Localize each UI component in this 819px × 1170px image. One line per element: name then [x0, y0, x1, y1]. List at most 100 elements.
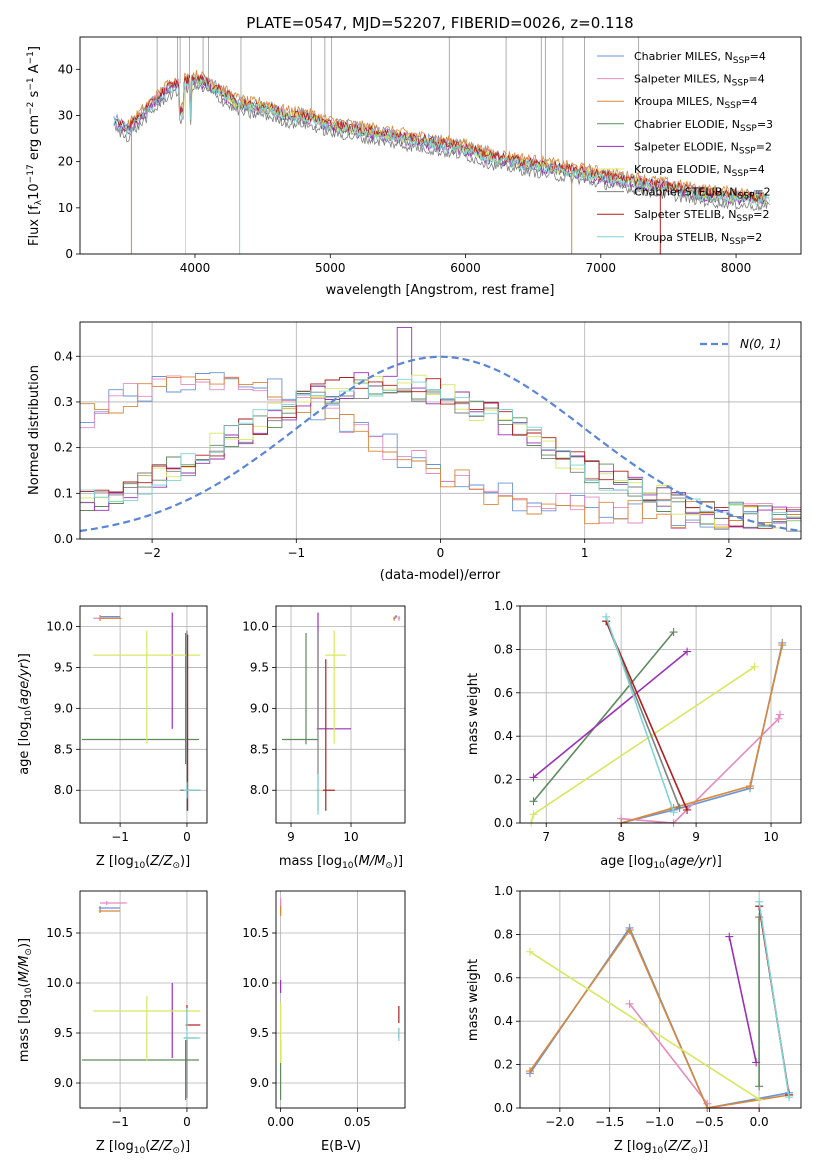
- z-weight-ytick-label: 0.4: [494, 1014, 513, 1028]
- z-mass-x-axis-label-part: Z/Z: [149, 1139, 173, 1154]
- z-mass-x-axis-label-part: 10: [134, 1146, 146, 1156]
- residuals-ytick-label: 0.0: [54, 532, 73, 546]
- z-age-y-axis-label-part: )]: [17, 653, 32, 663]
- spectrum-y-axis-label-part: Flux [f: [27, 205, 42, 246]
- z-weight-series-line: [758, 901, 790, 1098]
- spectrum-ytick-label: 20: [58, 155, 73, 169]
- z-weight-point-marker: [725, 932, 734, 941]
- residuals-xtick-label: 0: [437, 546, 445, 560]
- z-age-y-axis-label: age [log10(age/yr)]: [17, 653, 34, 775]
- z-weight-xtick-label: 0.0: [750, 1115, 769, 1129]
- age-weight-point-marker: [529, 773, 538, 782]
- z-age-point: [99, 616, 122, 621]
- spectrum-legend-label-part: SSP: [724, 101, 741, 111]
- z-age-ytick-label: 10.0: [46, 619, 73, 633]
- mass-age-x-axis-label: mass [log10(M/M⊙)]: [279, 854, 403, 871]
- z-mass-y-axis-label-part: M/M: [17, 956, 32, 983]
- residuals-legend-label-part: N(0, 1): [740, 337, 781, 351]
- spectrum-ytick-label: 30: [58, 108, 73, 122]
- spectrum-y-axis-label-part: 10: [27, 183, 42, 200]
- age-weight-point-marker: [669, 808, 678, 817]
- age-weight-point-marker: [774, 714, 783, 723]
- z-age-xtick-label: −1: [111, 830, 129, 844]
- z-mass-x-axis-label-part: Z [log: [96, 1139, 134, 1154]
- age-weight-point-marker: [683, 805, 692, 814]
- z-mass-x-axis-label: Z [log10(Z/Z⊙)]: [96, 1139, 190, 1156]
- z-age-y-axis-label-part: 10: [24, 710, 34, 722]
- residuals-ytick-label: 0.2: [54, 441, 73, 455]
- spectrum-y-axis-label-part: −1: [26, 77, 36, 90]
- spectrum-legend-label: Chabrier STELIB, NSSP=2: [634, 186, 771, 202]
- spectrum-xtick-label: 5000: [315, 261, 346, 275]
- z-age-x-axis-label-part: )]: [180, 854, 190, 869]
- mass-age-point: [322, 659, 335, 811]
- mass-age-point: [393, 616, 396, 621]
- z-weight-ytick-label: 1.0: [494, 884, 513, 898]
- z-mass-x-axis-label-part: (: [145, 1139, 150, 1154]
- z-age-x-axis-label-part: (: [145, 854, 150, 869]
- spectrum-legend-label: Kroupa MILES, NSSP=4: [634, 95, 758, 111]
- mass-age-frame: [275, 605, 406, 824]
- spectrum-legend-label: Kroupa ELODIE, NSSP=4: [634, 163, 765, 179]
- age-weight-series-line: [532, 650, 688, 779]
- z-mass-y-axis-label-part: )]: [17, 938, 32, 948]
- z-weight-frame: [519, 890, 802, 1109]
- spectrum-y-axis-label-part: −1: [26, 51, 36, 64]
- spectrum-legend-label-part: SSP: [738, 192, 755, 202]
- age-weight-point-marker: [529, 810, 538, 819]
- spectrum-xtick-label: 6000: [450, 261, 481, 275]
- z-mass-point: [185, 1005, 201, 1030]
- z-weight-xtick-label: −2.0: [545, 1115, 574, 1129]
- residuals-histogram-step: [80, 376, 801, 529]
- age-weight-point-marker: [776, 710, 785, 719]
- z-weight-point-marker: [755, 1095, 764, 1104]
- spectrum-legend-label: Salpeter MILES, NSSP=4: [634, 73, 765, 89]
- age-weight-ytick-label: 0.2: [494, 773, 513, 787]
- z-mass-y-axis-label-part: ⊙: [24, 948, 34, 956]
- residuals-ytick-label: 0.3: [54, 395, 73, 409]
- z-mass-point: [98, 906, 121, 910]
- z-age-frame: [79, 605, 208, 824]
- z-mass-point: [93, 996, 201, 1061]
- z-age-x-axis-label-part: Z [log: [96, 854, 134, 869]
- z-weight-y-axis-label-part: mass weight: [466, 959, 481, 1041]
- z-mass-y-axis-label: mass [log10(M/M⊙)]: [17, 938, 34, 1062]
- z-mass-x-axis-label-part: ⊙: [172, 1146, 180, 1156]
- mass-age-point: [325, 630, 347, 744]
- age-weight-group: [520, 605, 801, 824]
- age-weight-xtick-label: 9: [692, 830, 700, 844]
- mass-age-xtick-label: 9: [287, 830, 295, 844]
- age-weight-series-line: [620, 644, 784, 824]
- z-weight-series-line: [529, 928, 790, 1109]
- z-weight-point-marker: [525, 1067, 534, 1076]
- age-weight-series-line: [621, 714, 781, 824]
- spectrum-x-axis-label-part: wavelength [Angstrom, rest frame]: [326, 283, 555, 298]
- spectrum-y-axis-label-part: erg cm: [27, 115, 42, 164]
- z-weight-point-marker: [755, 1082, 764, 1091]
- spectrum-legend-label-part: =2: [746, 231, 762, 244]
- mass-age-point: [316, 773, 320, 815]
- spectrum-legend-label-part: =2: [756, 140, 772, 153]
- spectrum-legend-label-part: Salpeter MILES, N: [634, 73, 732, 86]
- spectrum-legend-label-part: SSP: [740, 124, 757, 134]
- z-mass-ytick-label: 9.0: [54, 1076, 73, 1090]
- mass-age-group: [276, 606, 405, 823]
- age-weight-y-axis-label: mass weight: [466, 673, 481, 755]
- mass-age-ytick-label: 8.0: [250, 783, 269, 797]
- z-mass-point: [98, 909, 121, 913]
- residuals-xtick-label: −2: [143, 546, 161, 560]
- z-age-ytick-label: 8.5: [54, 742, 73, 756]
- age-weight-x-axis-label: age [log10(age/yr)]: [600, 854, 722, 871]
- age-weight-series-line: [605, 616, 675, 813]
- spectrum-y-axis-label-part: s: [27, 90, 42, 101]
- z-weight-series-line: [728, 936, 757, 1063]
- mass-age-x-axis-label-part: )]: [393, 854, 403, 869]
- ebv-mass-frame: [275, 890, 406, 1109]
- spectrum-legend-label-part: Kroupa ELODIE, N: [634, 163, 732, 176]
- spectrum-series-line: [113, 77, 770, 206]
- ebv-mass-ytick-label: 10.5: [242, 926, 269, 940]
- z-weight-ytick-label: 0.6: [494, 971, 513, 985]
- spectrum-legend-label-part: =4: [750, 50, 766, 63]
- z-mass-point: [82, 1040, 199, 1100]
- residuals-y-axis-label-part: Normed distribution: [27, 365, 42, 495]
